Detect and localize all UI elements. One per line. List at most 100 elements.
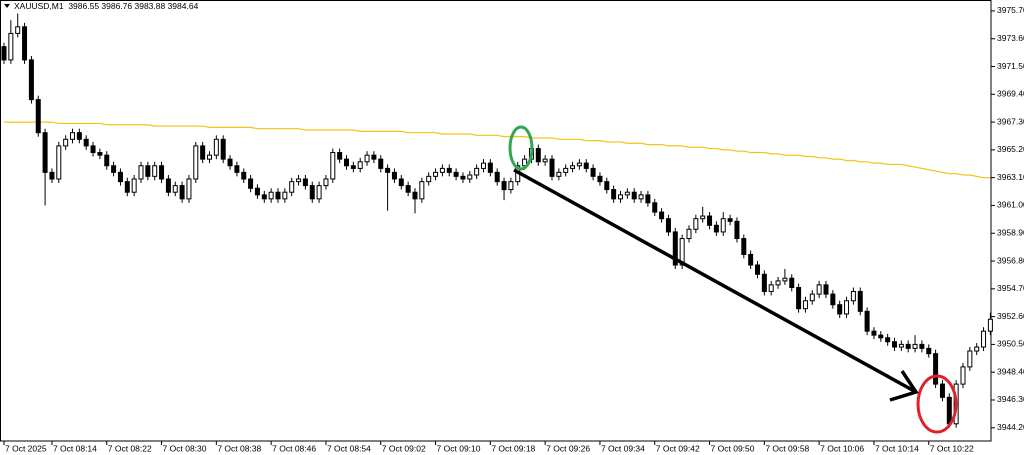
candle-body [22,26,28,61]
candle-body [248,178,254,189]
candle-body [898,343,904,348]
x-tick-label: 7 Oct 09:34 [601,443,645,453]
x-tick-label: 7 Oct 09:42 [656,443,700,453]
candles-layer [1,13,993,428]
candle-body [624,191,630,196]
candle-body [748,253,754,266]
candle-body [871,330,877,336]
y-tick-label: 3950.50 [997,339,1024,349]
x-tick-label: 7 Oct 10:14 [875,443,919,453]
x-tick-label: 7 Oct 09:18 [491,443,535,453]
x-tick-label: 7 Oct 10:06 [820,443,864,453]
ma-layer [4,121,991,179]
candle-body [186,178,192,200]
y-tick-label: 3967.30 [997,116,1024,126]
candle-body [76,132,82,140]
candle-body [604,181,610,191]
x-tick-label: 7 Oct 09:26 [546,443,590,453]
candle-body [433,171,439,177]
candle-body [111,165,117,173]
candle-body [15,26,21,34]
candle-body [816,284,822,295]
candle-body [1,46,7,61]
y-tick-label: 3948.40 [997,366,1024,376]
candle-body [720,218,726,233]
candle-body [42,132,48,173]
candle-body [83,138,89,147]
y-tick-label: 3961.00 [997,200,1024,210]
y-tick-label: 3952.60 [997,311,1024,321]
candle-body [152,165,158,177]
candle-body [337,152,343,160]
candle-body [117,171,123,183]
candle-body [734,220,740,240]
candle-body [823,284,829,295]
x-tick-label: 7 Oct 09:02 [382,443,426,453]
candle-body [35,99,41,134]
candle-body [398,178,404,187]
candle-body [638,194,644,200]
candle-body [330,152,336,180]
candle-body [193,145,199,180]
candle-body [460,175,466,180]
x-tick-label: 7 Oct 08:38 [217,443,261,453]
candle-body [933,353,939,385]
candle-body [494,171,500,183]
candle-body [385,167,391,173]
candle-body [967,350,973,368]
candle-body [97,152,103,156]
y-tick-label: 3956.80 [997,255,1024,265]
candle-body [261,194,267,200]
candle-body [830,293,836,306]
candle-body [741,238,747,255]
candle-body [268,191,274,200]
candle-body [254,187,260,196]
x-tick-label: 7 Oct 08:14 [53,443,97,453]
candle-body [467,174,473,180]
candle-body [775,280,781,286]
candle-body [535,148,541,163]
y-tick-label: 3965.20 [997,144,1024,154]
candle-body [761,273,767,292]
candle-body [987,318,993,332]
header-icon [4,4,10,8]
candle-body [707,215,713,226]
candle-body [28,59,34,101]
candle-body [275,191,281,200]
plot-frame [0,0,992,442]
trend-arrow [513,168,917,394]
candle-body [357,161,363,169]
candle-body [172,185,178,193]
candle-body [200,145,206,160]
candle-body [939,383,945,398]
candle-body [631,191,637,200]
candle-body [878,334,884,339]
candle-body [234,165,240,173]
candle-body [782,277,788,282]
x-tick-label: 7 Oct 09:58 [765,443,809,453]
candle-body [802,300,808,310]
candle-body [165,178,171,193]
green-circle [508,125,534,171]
y-tick-label: 3954.70 [997,283,1024,293]
candle-body [583,162,589,169]
candle-body [659,211,665,220]
candle-body [549,158,555,177]
candle-body [693,218,699,230]
red-circle [916,374,958,434]
candle-body [857,290,863,312]
x-tick-label: 7 Oct 08:46 [272,443,316,453]
candle-body [892,341,897,348]
candle-body [391,171,397,180]
candle-body [755,264,760,275]
candle-body [426,175,432,183]
candle-body [8,32,14,61]
candle-body [49,171,55,180]
candle-body [844,300,850,315]
candle-body [124,181,130,193]
candle-body [618,194,623,200]
candle-body [522,158,528,167]
candle-body [104,154,110,167]
candle-body [652,202,658,213]
